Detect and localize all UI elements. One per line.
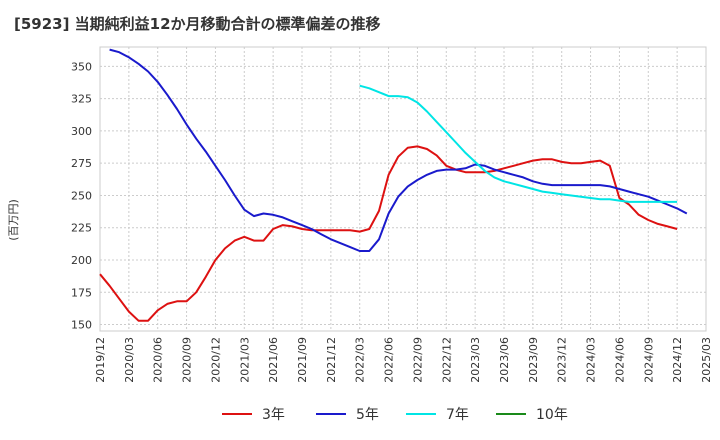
x-tick-label: 2020/06 [152, 337, 165, 383]
y-tick-label: 350 [71, 60, 92, 73]
series-lines [99, 48, 688, 322]
x-tick-label: 2019/12 [94, 337, 107, 383]
x-tick-label: 2020/12 [209, 337, 222, 383]
x-tick-label: 2020/03 [123, 337, 136, 383]
legend-label: 7年 [446, 407, 469, 423]
legend-swatch [496, 413, 526, 415]
legend-item-2: 5年 [316, 402, 379, 426]
chart-title: [5923] 当期純利益12か月移動合計の標準偏差の推移 [14, 15, 381, 33]
series-line-2 [109, 48, 688, 252]
legend-item-4: 10年 [496, 402, 568, 426]
x-tick-label: 2020/09 [181, 337, 194, 383]
y-tick-label: 150 [71, 319, 92, 332]
x-tick-label: 2023/03 [469, 337, 482, 383]
x-tick-label: 2021/12 [325, 337, 338, 383]
y-tick-label: 200 [71, 254, 92, 267]
x-tick-label: 2021/03 [238, 337, 251, 383]
x-ticks: 2019/12 2020/03 2020/06 2020/09 2020/12 2021/… [94, 337, 713, 383]
x-tick-label: 2022/12 [440, 337, 453, 383]
x-tick-label: 2023/06 [498, 337, 511, 383]
x-tick-label: 2023/12 [556, 337, 569, 383]
legend-swatch [406, 413, 436, 415]
series-line-3 [359, 84, 678, 203]
x-tick-label: 2023/09 [527, 337, 540, 383]
legend-label: 3年 [262, 407, 285, 423]
plot-area [99, 46, 707, 332]
x-tick-label: 2024/12 [671, 337, 684, 383]
x-tick-label: 2021/06 [267, 337, 280, 383]
legend-label: 5年 [356, 407, 379, 423]
x-tick-label: 2021/09 [296, 337, 309, 383]
legend-item-1: 3年 [222, 402, 285, 426]
legend-label: 10年 [536, 407, 568, 423]
y-tick-label: 225 [71, 222, 92, 235]
y-tick-label: 175 [71, 286, 92, 299]
x-tick-label: 2022/06 [383, 337, 396, 383]
legend-item-3: 7年 [406, 402, 469, 426]
y-tick-label: 250 [71, 189, 92, 202]
legend: 3年 5年 7年 10年 [0, 402, 720, 426]
y-tick-label: 300 [71, 125, 92, 138]
series-line-1 [99, 145, 678, 322]
legend-swatch [222, 413, 252, 415]
x-tick-label: 2024/06 [613, 337, 626, 383]
x-tick-label: 2024/03 [585, 337, 598, 383]
x-tick-label: 2022/03 [354, 337, 367, 383]
x-tick-label: 2022/09 [411, 337, 424, 383]
y-ticks: 150 175 200 225 250 275 300 325 350 [71, 60, 92, 331]
x-tick-label: 2024/09 [642, 337, 655, 383]
x-tick-label: 2025/03 [700, 337, 713, 383]
y-tick-label: 275 [71, 157, 92, 170]
y-tick-label: 325 [71, 93, 92, 106]
legend-swatch [316, 413, 346, 415]
